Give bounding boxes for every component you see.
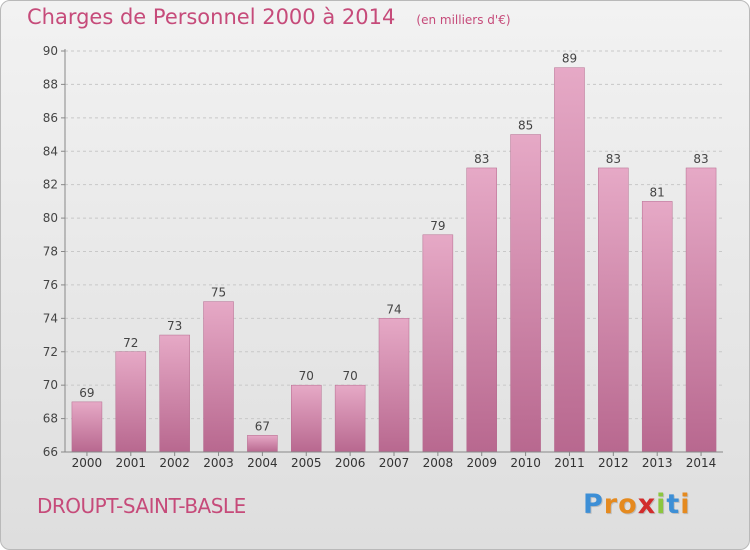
bar [334, 384, 366, 453]
bar-value-label: 69 [79, 386, 94, 400]
bar [598, 167, 629, 453]
x-tick-label: 2000 [72, 456, 103, 470]
bar [422, 234, 454, 453]
bar [159, 334, 190, 453]
bar-value-label: 83 [693, 152, 708, 166]
logo-letter: i [680, 489, 691, 520]
logo-letter: o [618, 489, 638, 520]
bar [291, 384, 322, 453]
bar [203, 301, 234, 453]
bar-value-label: 75 [211, 286, 226, 300]
bar [378, 318, 410, 453]
bar-value-label: 81 [650, 185, 665, 199]
y-tick-label: 82 [43, 178, 58, 192]
bar [641, 201, 673, 453]
commune-name: DROUPT-SAINT-BASLE [37, 494, 246, 518]
bar-value-label: 89 [562, 52, 577, 66]
bar-value-label: 83 [474, 152, 489, 166]
bar-value-label: 83 [606, 152, 621, 166]
x-tick-label: 2002 [159, 456, 190, 470]
bar-value-label: 67 [255, 419, 270, 433]
y-tick-label: 88 [43, 77, 58, 91]
logo-letter: r [603, 489, 619, 520]
x-tick-label: 2007 [379, 456, 410, 470]
x-tick-label: 2013 [642, 456, 673, 470]
x-tick-label: 2003 [203, 456, 234, 470]
x-tick-label: 2005 [291, 456, 322, 470]
logo-letter: i [656, 489, 667, 520]
y-tick-label: 90 [43, 44, 58, 58]
y-tick-label: 70 [43, 378, 58, 392]
bar-value-label: 74 [386, 302, 401, 316]
bar [510, 134, 541, 453]
chart-title: Charges de Personnel 2000 à 2014 (en mil… [27, 5, 511, 29]
chart-unit: (en milliers d'€) [416, 13, 511, 27]
bar-value-label: 70 [342, 369, 357, 383]
x-tick-label: 2011 [554, 456, 585, 470]
logo-letter: t [666, 489, 681, 520]
y-tick-label: 84 [43, 144, 58, 158]
x-tick-label: 2009 [466, 456, 497, 470]
bar [685, 167, 717, 453]
logo-letter: P [583, 489, 604, 520]
bar-value-label: 72 [123, 336, 138, 350]
y-tick-label: 66 [43, 445, 58, 459]
bar [115, 351, 147, 453]
bar-value-label: 73 [167, 319, 182, 333]
bar [71, 401, 103, 453]
x-tick-label: 2010 [510, 456, 541, 470]
x-tick-label: 2006 [335, 456, 366, 470]
bar [554, 67, 585, 453]
y-tick-label: 86 [43, 111, 58, 125]
y-tick-label: 80 [43, 211, 58, 225]
x-tick-label: 2001 [116, 456, 147, 470]
bar-value-label: 79 [430, 219, 445, 233]
chart-title-text: Charges de Personnel 2000 à 2014 [27, 5, 396, 29]
bar-value-label: 85 [518, 119, 533, 133]
y-tick-label: 78 [43, 245, 58, 259]
y-tick-label: 76 [43, 278, 58, 292]
y-tick-label: 72 [43, 345, 58, 359]
bar-value-label: 70 [299, 369, 314, 383]
bar [247, 435, 278, 453]
x-tick-label: 2008 [423, 456, 454, 470]
y-tick-label: 68 [43, 412, 58, 426]
x-tick-label: 2012 [598, 456, 629, 470]
x-tick-label: 2014 [686, 456, 717, 470]
logo-letter: x [637, 489, 657, 520]
bar [466, 167, 497, 453]
y-tick-label: 74 [43, 311, 58, 325]
x-tick-label: 2004 [247, 456, 278, 470]
proxiti-logo: Proxiti [583, 489, 691, 520]
